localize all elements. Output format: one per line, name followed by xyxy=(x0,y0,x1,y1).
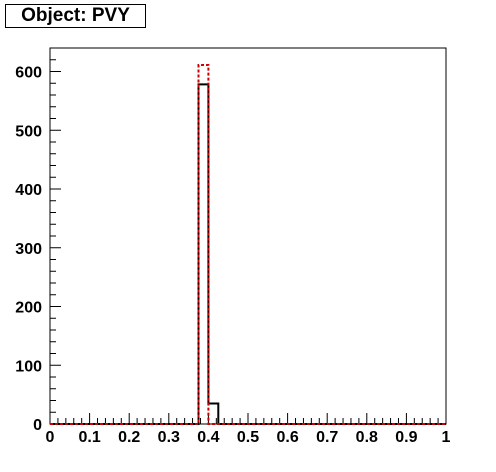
x-tick-label: 0.7 xyxy=(316,429,338,446)
y-tick-label: 500 xyxy=(15,123,42,140)
histogram-bin-solid xyxy=(199,84,209,424)
x-tick-label: 0.5 xyxy=(237,429,259,446)
y-tick-label: 200 xyxy=(15,300,42,317)
x-axis: 0 0.1 0.2 0.3 0.4 0.5 0.6 0.7 0.8 0.9 1 xyxy=(46,413,451,446)
x-tick-label: 0.6 xyxy=(276,429,298,446)
y-axis: 0 100 200 300 400 500 600 xyxy=(15,47,61,434)
y-tick-label: 0 xyxy=(33,417,42,434)
x-tick-label: 0.8 xyxy=(356,429,378,446)
histogram-series-solid xyxy=(50,83,446,425)
y-tick-label: 300 xyxy=(15,241,42,258)
x-tick-label: 0.1 xyxy=(78,429,100,446)
y-tick-label: 400 xyxy=(15,182,42,199)
histogram-bin-dashed xyxy=(199,65,209,424)
x-tick-label: 1 xyxy=(442,429,451,446)
x-tick-label: 0.2 xyxy=(118,429,140,446)
x-tick-label: 0.9 xyxy=(395,429,417,446)
y-tick-label: 100 xyxy=(15,358,42,375)
x-tick-label: 0 xyxy=(46,429,55,446)
y-tick-label: 600 xyxy=(15,65,42,82)
x-tick-label: 0.4 xyxy=(197,429,219,446)
chart-title: Object: PVY xyxy=(5,4,146,28)
histogram-series-dashed xyxy=(50,64,446,425)
series-layer xyxy=(50,64,446,425)
x-tick-label: 0.3 xyxy=(158,429,180,446)
plot-frame xyxy=(49,47,447,425)
